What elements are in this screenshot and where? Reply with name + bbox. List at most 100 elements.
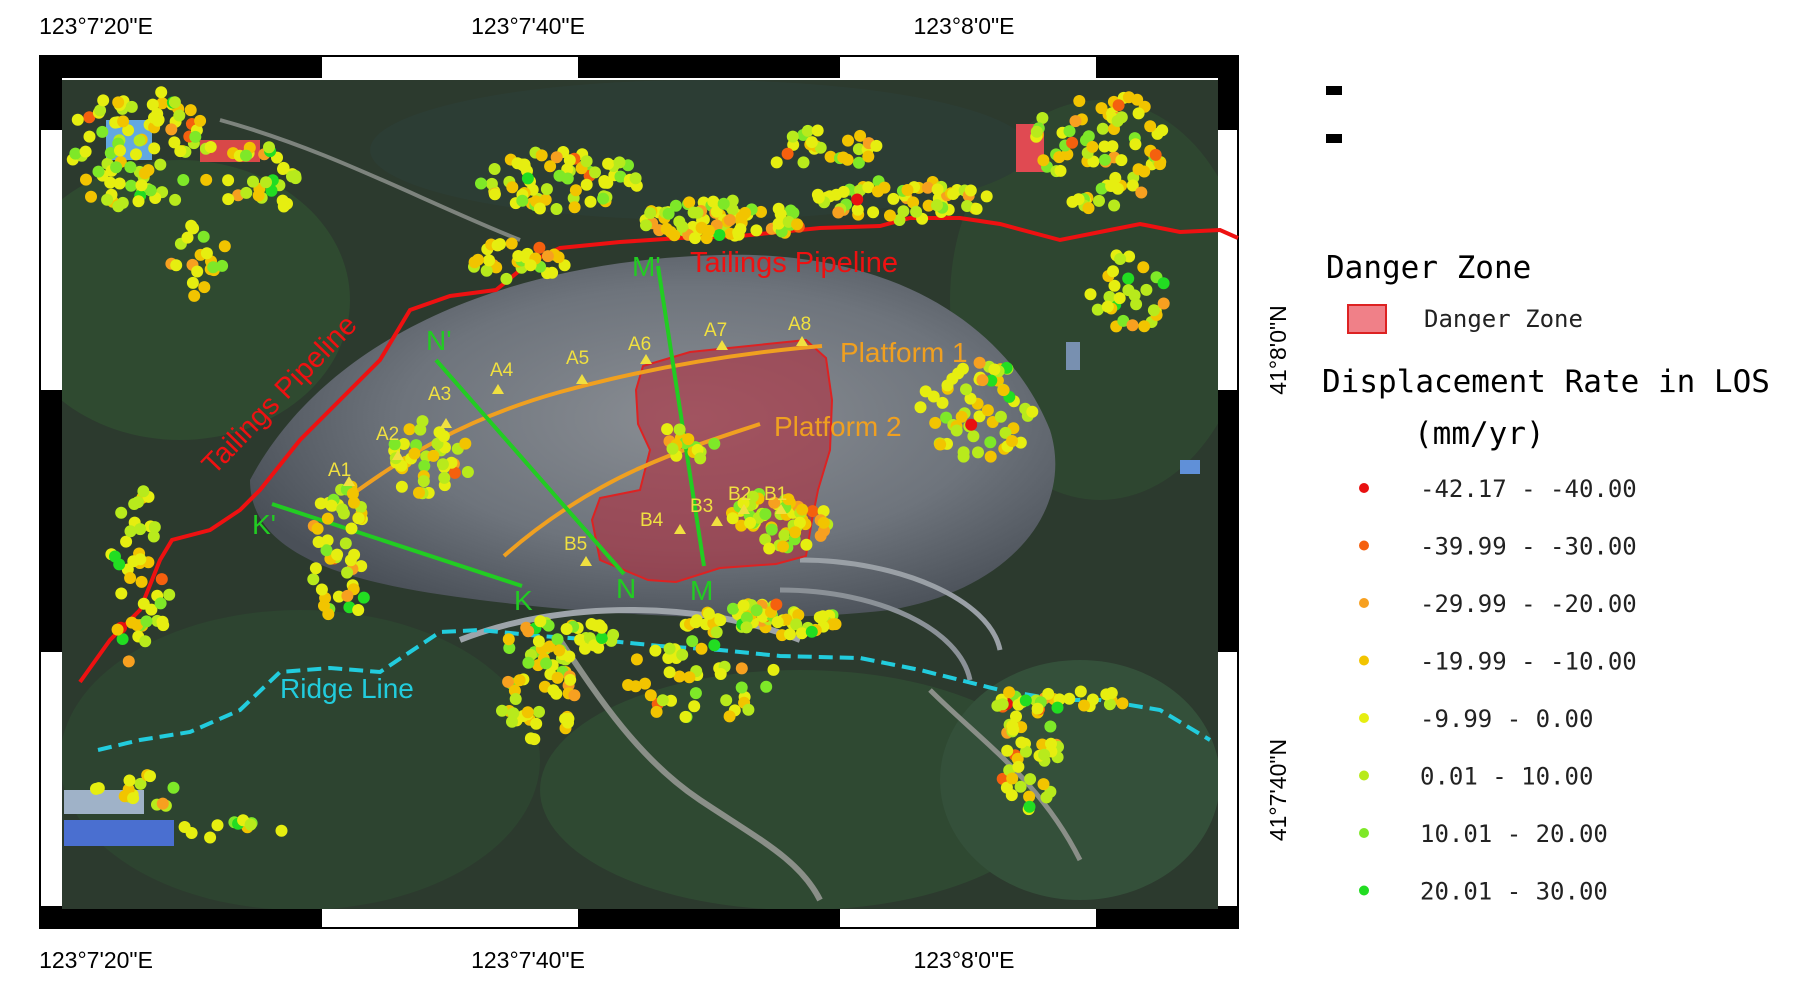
label-point-a6: A6	[628, 334, 651, 355]
displacement-point	[829, 618, 842, 631]
displacement-point	[767, 663, 780, 676]
legend: Danger Zone Danger Zone Displacement Rat…	[1322, 86, 1770, 906]
displacement-point	[817, 516, 830, 529]
displacement-point	[544, 160, 557, 173]
displacement-point	[144, 184, 157, 197]
displacement-point	[168, 96, 181, 109]
displacement-point	[663, 642, 676, 655]
displacement-point	[116, 633, 129, 645]
displacement-point	[588, 639, 600, 652]
displacement-point	[1026, 405, 1039, 418]
displacement-point	[564, 673, 577, 686]
displacement-point	[120, 535, 133, 548]
displacement-point	[590, 619, 603, 632]
displacement-point	[851, 193, 864, 206]
displacement-point	[83, 130, 96, 143]
displacement-point	[1036, 112, 1049, 124]
displacement-point	[346, 487, 359, 500]
displacement-point	[138, 167, 151, 180]
displacement-point	[505, 237, 518, 250]
displacement-point	[1138, 320, 1151, 333]
displacement-point	[315, 583, 328, 596]
coord-right-2: 41°7'40"N	[1265, 739, 1291, 841]
displacement-point	[1157, 297, 1170, 310]
displacement-point	[759, 508, 772, 521]
displacement-point	[931, 199, 943, 212]
legend-mark-1	[1326, 86, 1342, 95]
displacement-point	[1126, 179, 1139, 192]
displacement-point	[113, 177, 126, 190]
displacement-point	[726, 194, 739, 207]
profile-line-k	[271, 502, 523, 588]
displacement-point	[137, 597, 150, 610]
displacement-point	[727, 602, 739, 615]
displacement-point	[414, 423, 427, 436]
legend-class-swatch	[1359, 483, 1369, 493]
label-point-a3: A3	[428, 384, 451, 405]
displacement-point	[852, 156, 865, 169]
displacement-point	[1001, 744, 1014, 757]
displacement-point	[919, 385, 932, 398]
legend-class-label: -19.99 - -10.00	[1420, 648, 1637, 676]
displacement-point	[1038, 748, 1051, 761]
displacement-point	[759, 533, 772, 546]
displacement-point	[1113, 292, 1126, 305]
displacement-point	[568, 201, 581, 214]
legend-class-label: 10.01 - 20.00	[1420, 820, 1608, 848]
displacement-point	[662, 652, 675, 664]
displacement-point	[824, 150, 837, 163]
displacement-point	[92, 165, 105, 178]
displacement-point	[972, 446, 984, 459]
displacement-point	[83, 111, 96, 124]
displacement-point	[277, 200, 290, 213]
label-point-a7: A7	[704, 320, 727, 341]
displacement-point	[1012, 760, 1025, 773]
displacement-point	[200, 247, 213, 260]
legend-class-swatch	[1359, 770, 1369, 781]
displacement-point	[500, 272, 513, 285]
displacement-point	[448, 466, 461, 479]
displacement-point	[275, 824, 288, 837]
displacement-point	[512, 250, 525, 262]
displacement-point	[973, 410, 986, 423]
displacement-point	[1123, 250, 1136, 263]
displacement-point	[104, 147, 117, 159]
displacement-point	[960, 383, 972, 396]
displacement-point	[921, 181, 934, 194]
displacement-point	[1019, 694, 1032, 707]
label-point-a2: A2	[376, 424, 399, 445]
displacement-point	[207, 261, 220, 274]
displacement-point	[156, 797, 169, 810]
displacement-point	[1122, 272, 1135, 285]
displacement-point	[71, 113, 84, 126]
displacement-point	[1014, 780, 1027, 793]
displacement-point	[679, 710, 692, 723]
displacement-point	[188, 289, 201, 302]
displacement-point	[1006, 772, 1019, 785]
displacement-point	[763, 542, 776, 555]
displacement-point	[352, 604, 365, 616]
displacement-point	[795, 627, 808, 640]
displacement-point	[165, 123, 178, 136]
displacement-point	[613, 156, 626, 169]
displacement-point	[1135, 186, 1148, 199]
displacement-point	[973, 356, 986, 369]
displacement-point	[321, 534, 334, 547]
label-profile-m-end: M	[690, 575, 713, 606]
displacement-point	[240, 186, 253, 199]
displacement-point	[167, 781, 180, 794]
platform-2-line	[502, 422, 761, 558]
displacement-point	[1054, 164, 1067, 177]
displacement-point	[124, 572, 137, 584]
displacement-point	[535, 149, 548, 162]
displacement-point	[997, 384, 1010, 397]
displacement-point	[1087, 155, 1100, 168]
displacement-point	[152, 114, 164, 127]
displacement-point	[830, 188, 843, 201]
displacement-point	[811, 124, 824, 137]
displacement-point	[940, 411, 953, 424]
displacement-point	[726, 203, 739, 216]
displacement-point	[154, 158, 167, 171]
legend-class-swatch	[1359, 885, 1369, 896]
